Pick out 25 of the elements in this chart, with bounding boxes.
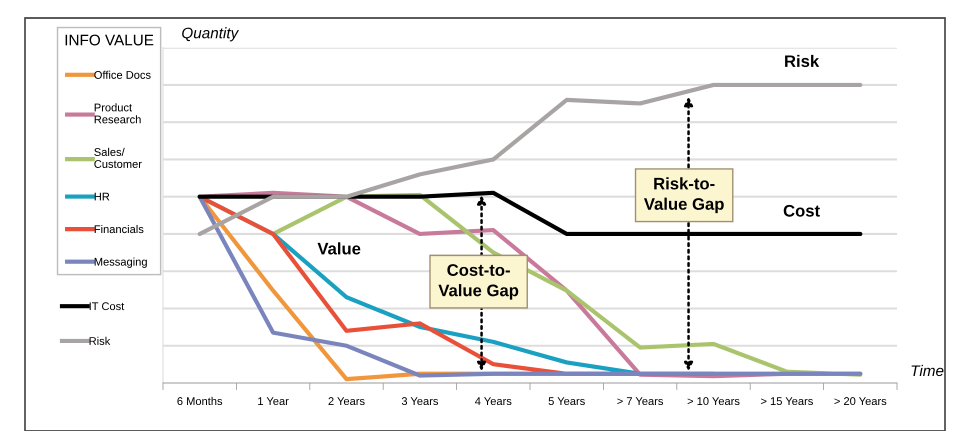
y-axis-title: Quantity (182, 27, 240, 42)
legend-label: Financials (94, 224, 144, 234)
annotation: Value (318, 242, 360, 255)
text: Risk (785, 54, 820, 68)
legend-label: Sales/ Customer (94, 148, 142, 168)
x-tick-label: 4 Years (475, 397, 512, 406)
legend-label: HR (94, 192, 110, 200)
legend-label: IT Cost (90, 302, 124, 310)
legend-title: INFO VALUE (66, 34, 154, 46)
x-tick-label: 6 Months (177, 396, 222, 406)
x-tick-label: 1 Year (258, 397, 289, 406)
annotation: Risk-to- Value Gap (644, 177, 724, 214)
x-axis-title: Time (912, 364, 944, 376)
x-tick-label: 5 Years (548, 397, 585, 406)
x-tick-label: 3 Years (402, 397, 438, 406)
x-tick-label: > 20 Years (834, 397, 886, 406)
x-tick-label: > 10 Years (688, 397, 740, 406)
annotation: Cost-to- Value Gap (438, 264, 518, 300)
x-tick-label: > 7 Years (617, 397, 664, 406)
annotation: Cost (784, 204, 820, 217)
legend-label: Product Research (94, 103, 141, 124)
x-tick-label: > 15 Years (761, 397, 813, 406)
x-tick-label: 2 Years (328, 397, 365, 406)
legend-label: Messaging (94, 258, 147, 268)
legend-label: Risk (90, 336, 110, 345)
